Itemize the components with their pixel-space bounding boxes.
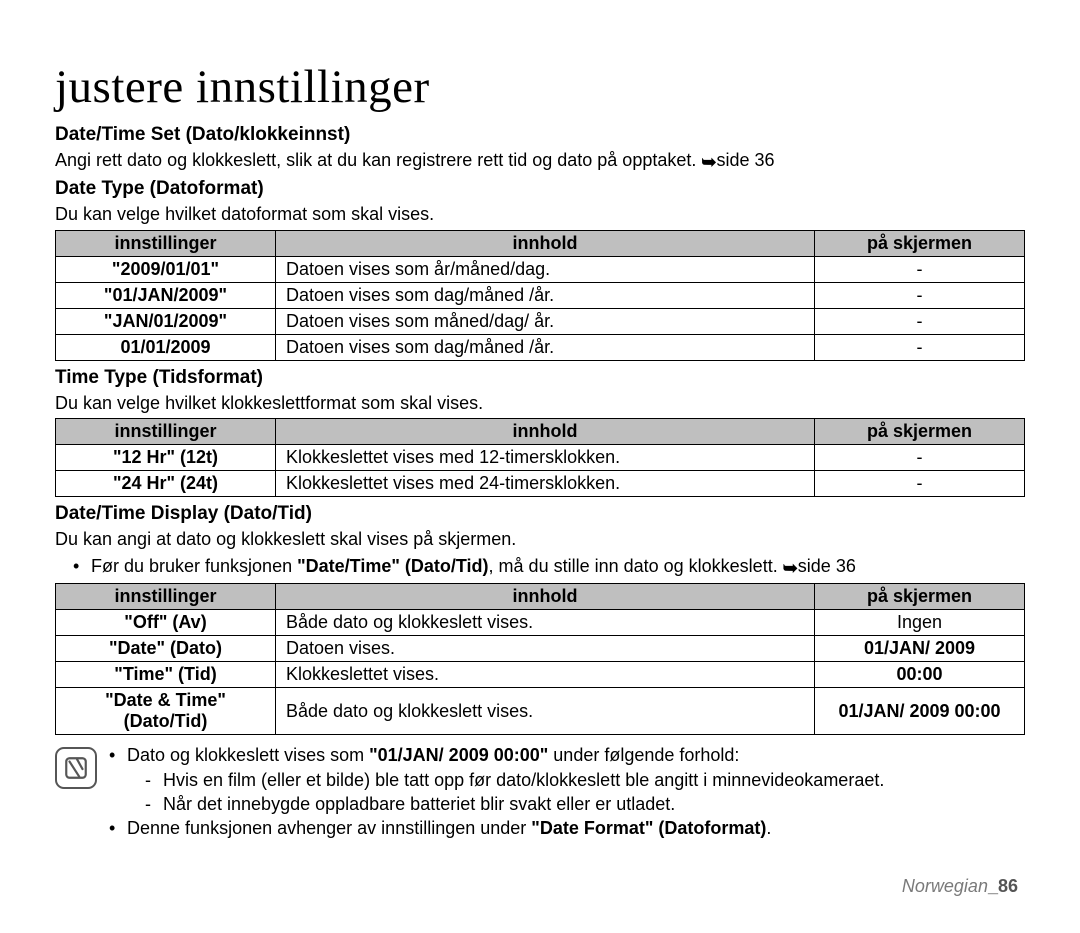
cell-content: Både dato og klokkeslett vises.	[276, 610, 815, 636]
table-row: 01/01/2009Datoen vises som dag/måned /år…	[56, 334, 1025, 360]
table-row: "Date & Time" (Dato/Tid)Både dato og klo…	[56, 688, 1025, 735]
text-span: "01/JAN/ 2009 00:00"	[369, 745, 548, 765]
cell-setting: 01/01/2009	[56, 334, 276, 360]
cell-screen: 00:00	[815, 662, 1025, 688]
text-span: Denne funksjonen avhenger av innstilling…	[127, 818, 531, 838]
cell-content: Datoen vises.	[276, 636, 815, 662]
cell-setting: "01/JAN/2009"	[56, 282, 276, 308]
text-time-type-intro: Du kan velge hvilket klokkeslettformat s…	[55, 391, 1025, 415]
cell-setting: "Date & Time" (Dato/Tid)	[56, 688, 276, 735]
heading-time-type: Time Type (Tidsformat)	[55, 367, 1025, 389]
cell-setting: "2009/01/01"	[56, 256, 276, 282]
page-title: justere innstillinger	[55, 60, 1025, 114]
cell-content: Datoen vises som dag/måned /år.	[276, 282, 815, 308]
th-content: innhold	[276, 230, 815, 256]
table-row: "01/JAN/2009"Datoen vises som dag/måned …	[56, 282, 1025, 308]
cell-setting: "24 Hr" (24t)	[56, 470, 276, 496]
table-row: "2009/01/01"Datoen vises som år/måned/da…	[56, 256, 1025, 282]
table-date-type: innstillinger innhold på skjermen "2009/…	[55, 230, 1025, 361]
text-dt-display-intro: Du kan angi at dato og klokkeslett skal …	[55, 527, 1025, 551]
cell-content: Klokkeslettet vises med 24-timersklokken…	[276, 470, 815, 496]
cell-screen: -	[815, 470, 1025, 496]
note-sub-1: Hvis en film (eller et bilde) ble tatt o…	[145, 768, 884, 792]
text-span: "Date Format" (Datoformat)	[531, 818, 766, 838]
table-row: "Date" (Dato)Datoen vises.01/JAN/ 2009	[56, 636, 1025, 662]
text-span: side 36	[798, 556, 856, 576]
table-dt-display: innstillinger innhold på skjermen "Off" …	[55, 583, 1025, 735]
table-row: "Off" (Av)Både dato og klokkeslett vises…	[56, 610, 1025, 636]
th-settings: innstillinger	[56, 584, 276, 610]
arrow-icon: ➥	[783, 556, 798, 580]
table-row: "JAN/01/2009"Datoen vises som måned/dag/…	[56, 308, 1025, 334]
th-screen: på skjermen	[815, 418, 1025, 444]
cell-setting: "Date" (Dato)	[56, 636, 276, 662]
table-time-type: innstillinger innhold på skjermen "12 Hr…	[55, 418, 1025, 497]
cell-screen: Ingen	[815, 610, 1025, 636]
th-content: innhold	[276, 418, 815, 444]
cell-setting: "Off" (Av)	[56, 610, 276, 636]
cell-setting: "JAN/01/2009"	[56, 308, 276, 334]
cell-screen: -	[815, 256, 1025, 282]
text-span: side 36	[716, 150, 774, 170]
cell-setting: "12 Hr" (12t)	[56, 444, 276, 470]
text-span: Før du bruker funksjonen	[91, 556, 297, 576]
table-row: "Time" (Tid)Klokkeslettet vises.00:00	[56, 662, 1025, 688]
cell-content: Klokkeslettet vises.	[276, 662, 815, 688]
cell-content: Datoen vises som dag/måned /år.	[276, 334, 815, 360]
th-settings: innstillinger	[56, 230, 276, 256]
footer-page-number: _86	[988, 876, 1018, 896]
th-content: innhold	[276, 584, 815, 610]
cell-screen: -	[815, 334, 1025, 360]
th-screen: på skjermen	[815, 230, 1025, 256]
heading-date-type: Date Type (Datoformat)	[55, 178, 1025, 200]
text-date-type-intro: Du kan velge hvilket datoformat som skal…	[55, 202, 1025, 226]
cell-screen: -	[815, 282, 1025, 308]
bullet-before-table: Før du bruker funksjonen "Date/Time" (Da…	[73, 554, 1025, 580]
text-span: .	[766, 818, 771, 838]
page-footer: Norwegian_86	[902, 876, 1018, 897]
table-row: "12 Hr" (12t)Klokkeslettet vises med 12-…	[56, 444, 1025, 470]
footer-lang: Norwegian	[902, 876, 988, 896]
text-span: , må du stille inn dato og klokkeslett.	[489, 556, 783, 576]
th-screen: på skjermen	[815, 584, 1025, 610]
note-icon	[55, 747, 97, 789]
note-block: Dato og klokkeslett vises som "01/JAN/ 2…	[55, 743, 1025, 840]
text-span: Dato og klokkeslett vises som	[127, 745, 369, 765]
note-bullet-1: Dato og klokkeslett vises som "01/JAN/ 2…	[109, 743, 884, 816]
cell-content: Datoen vises som år/måned/dag.	[276, 256, 815, 282]
heading-dt-display: Date/Time Display (Dato/Tid)	[55, 503, 1025, 525]
cell-screen: 01/JAN/ 2009	[815, 636, 1025, 662]
cell-content: Datoen vises som måned/dag/ år.	[276, 308, 815, 334]
text-span: under følgende forhold:	[548, 745, 739, 765]
arrow-icon: ➥	[701, 150, 716, 174]
th-settings: innstillinger	[56, 418, 276, 444]
cell-content: Klokkeslettet vises med 12-timersklokken…	[276, 444, 815, 470]
heading-datetime-set: Date/Time Set (Dato/klokkeinnst)	[55, 124, 1025, 146]
cell-screen: 01/JAN/ 2009 00:00	[815, 688, 1025, 735]
note-sub-2: Når det innebygde oppladbare batteriet b…	[145, 792, 884, 816]
text-span: Angi rett dato og klokkeslett, slik at d…	[55, 150, 701, 170]
cell-screen: -	[815, 308, 1025, 334]
text-datetime-set: Angi rett dato og klokkeslett, slik at d…	[55, 148, 1025, 174]
table-row: "24 Hr" (24t)Klokkeslettet vises med 24-…	[56, 470, 1025, 496]
note-bullet-2: Denne funksjonen avhenger av innstilling…	[109, 816, 884, 840]
text-span: "Date/Time" (Dato/Tid)	[297, 556, 488, 576]
cell-setting: "Time" (Tid)	[56, 662, 276, 688]
cell-screen: -	[815, 444, 1025, 470]
cell-content: Både dato og klokkeslett vises.	[276, 688, 815, 735]
